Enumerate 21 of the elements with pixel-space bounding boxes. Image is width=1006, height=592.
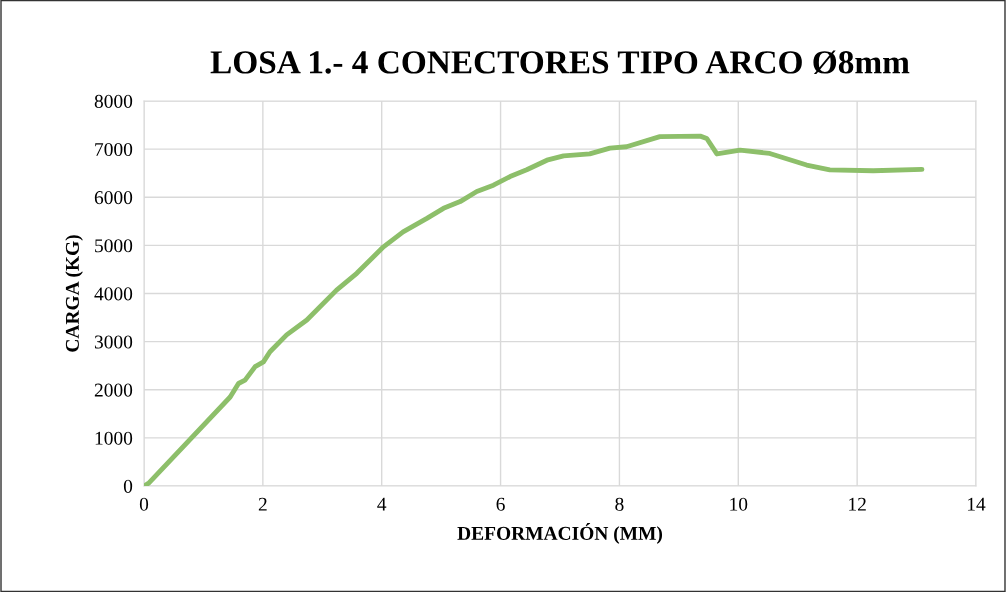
x-tick-label: 4 — [377, 497, 387, 511]
x-axis-title: DEFORMACIÓN (MM) — [457, 523, 663, 544]
x-tick-label: 2 — [258, 497, 267, 511]
y-tick-label: 3000 — [94, 335, 133, 349]
chart-title: LOSA 1.- 4 CONECTORES TIPO ARCO Ø8mm — [210, 50, 910, 75]
y-tick-label: 8000 — [94, 94, 133, 108]
y-tick-label: 4000 — [94, 287, 133, 301]
x-tick-label: 14 — [967, 497, 986, 511]
line-series — [144, 133, 925, 486]
x-tick-label: 12 — [849, 497, 866, 511]
x-tick-label: 0 — [139, 497, 149, 511]
y-tick-label: 5000 — [95, 239, 133, 253]
x-tick-label: 8 — [615, 497, 624, 511]
x-tick-label: 6 — [496, 497, 505, 511]
y-tick-label: 0 — [123, 479, 133, 493]
y-axis-title: CARGA (KG) — [65, 235, 83, 352]
x-tick-label: 10 — [730, 497, 748, 511]
y-tick-label: 7000 — [95, 142, 133, 157]
y-tick-label: 1000 — [95, 431, 133, 445]
y-tick-label: 2000 — [94, 383, 133, 397]
y-tick-label: 6000 — [94, 191, 133, 205]
